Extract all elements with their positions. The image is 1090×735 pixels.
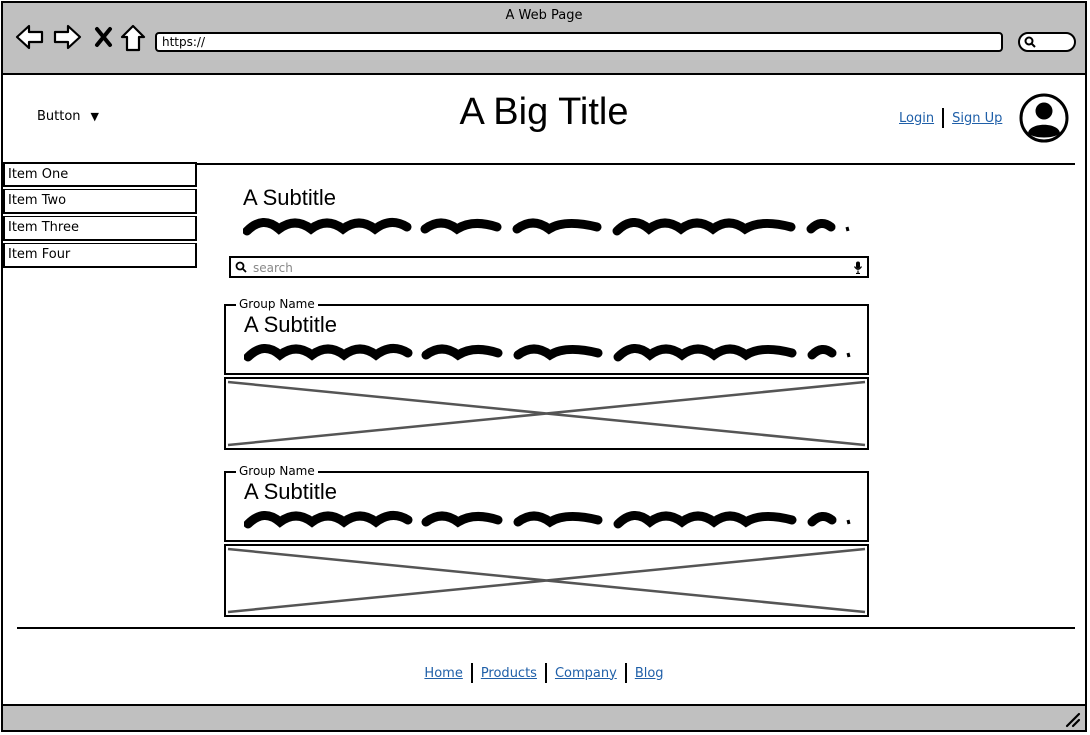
browser-statusbar [3,704,1085,730]
group-box-2: Group Name A Subtitle [224,464,869,542]
page-title: A Big Title [459,91,629,133]
image-placeholder-2 [224,544,869,617]
footer-link-home[interactable]: Home [424,665,463,681]
dropdown-label: Button [37,109,81,124]
footer-link-products[interactable]: Products [480,665,537,681]
search-icon [1024,36,1036,48]
home-icon[interactable] [120,23,146,53]
menu-item-one[interactable]: Item One [3,162,197,187]
close-x-icon[interactable] [94,23,114,51]
header-divider [197,163,1075,165]
microphone-icon[interactable] [853,261,863,274]
browser-search-field[interactable] [1018,32,1076,52]
chevron-down-icon: ▼ [90,110,100,123]
divider [624,663,627,683]
placeholder-text-scribble [243,218,850,236]
side-menu: Item One Item Two Item Three Item Four [3,162,197,270]
signup-link[interactable]: Sign Up [952,110,1003,126]
footer-nav: Home Products Company Blog [3,663,1085,683]
image-placeholder-1 [224,377,869,450]
footer-divider [17,627,1075,629]
menu-item-two[interactable]: Item Two [3,189,197,214]
group-label: Group Name [236,464,318,478]
back-arrow-icon[interactable] [15,23,45,51]
login-link[interactable]: Login [899,110,935,126]
forward-arrow-icon[interactable] [52,23,82,51]
browser-titlebar: A Web Page https:// [3,3,1085,75]
url-field[interactable]: https:// [155,32,1003,52]
search-placeholder: search [253,261,293,275]
section-subtitle: A Subtitle [243,185,336,210]
menu-item-three[interactable]: Item Three [3,216,197,241]
footer-link-company[interactable]: Company [554,665,617,681]
footer-link-blog[interactable]: Blog [634,665,664,681]
auth-links: Login Sign Up [899,108,1002,128]
group-subtitle: A Subtitle [244,312,337,337]
dropdown-button[interactable]: Button ▼ [37,109,99,124]
placeholder-text-scribble [244,344,851,362]
search-input[interactable]: search [229,256,869,278]
user-avatar-icon[interactable] [1019,93,1069,143]
group-label: Group Name [236,297,318,311]
divider [544,663,547,683]
divider [470,663,473,683]
divider [942,108,945,128]
window-title: A Web Page [505,8,583,23]
menu-item-four[interactable]: Item Four [3,243,197,268]
group-subtitle: A Subtitle [244,479,337,504]
search-icon [235,261,247,273]
placeholder-text-scribble [244,511,851,529]
resize-grip-icon[interactable] [1063,710,1081,728]
group-box-1: Group Name A Subtitle [224,297,869,375]
